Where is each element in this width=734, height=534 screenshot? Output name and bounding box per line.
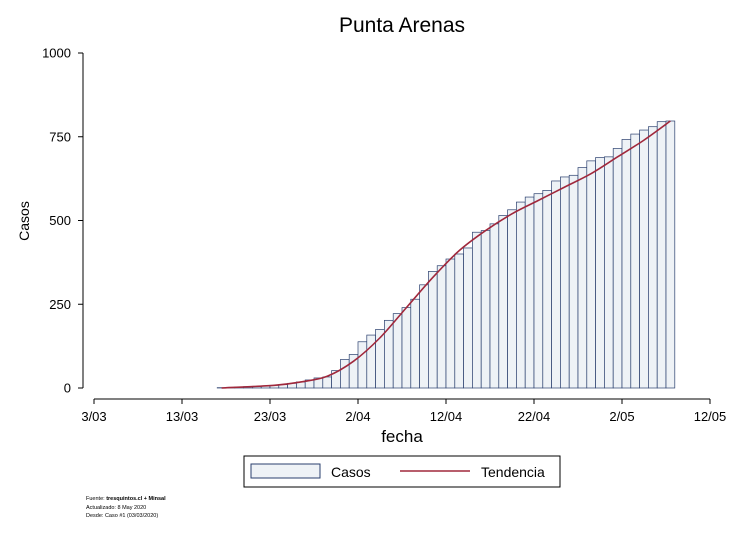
- bar: [498, 215, 508, 389]
- bar: [542, 190, 552, 389]
- bar: [612, 148, 623, 389]
- x-tick-label: 23/03: [254, 409, 287, 424]
- bar: [568, 174, 579, 389]
- footnote-source: Fuente: tresquintos.cl + Minsal: [86, 496, 166, 502]
- bar: [436, 265, 447, 389]
- bar: [639, 129, 649, 389]
- bar: [665, 120, 676, 389]
- bar: [604, 156, 614, 389]
- x-tick-label: 2/05: [609, 409, 634, 424]
- bar: [401, 307, 412, 389]
- bar: [507, 209, 517, 389]
- y-tick-label: 750: [49, 129, 71, 144]
- y-tick-label: 500: [49, 213, 71, 228]
- bar: [463, 247, 473, 389]
- bar: [533, 193, 544, 389]
- trend-layer: [221, 120, 671, 389]
- bar: [410, 298, 420, 389]
- x-tick-label: 3/03: [81, 409, 106, 424]
- legend-line-label: Tendencia: [481, 464, 545, 480]
- x-tick-label: 22/04: [518, 409, 551, 424]
- bar: [595, 157, 605, 389]
- footnote-since: Desde: Caso #1 (03/03/2020): [86, 513, 158, 519]
- y-axis-title: Casos: [16, 201, 32, 241]
- bar: [480, 230, 491, 389]
- bar: [392, 313, 403, 389]
- bar: [621, 139, 632, 389]
- trend-line: [221, 120, 671, 389]
- bar: [489, 223, 500, 389]
- legend: Casos Tendencia: [243, 455, 561, 488]
- legend-bars-label: Casos: [331, 464, 371, 480]
- bar: [656, 121, 667, 389]
- bar: [577, 167, 588, 389]
- footnote-source-prefix: Fuente:: [86, 496, 106, 502]
- y-tick-label: 1000: [42, 46, 71, 61]
- x-tick-label: 2/04: [345, 409, 370, 424]
- bar: [357, 341, 368, 389]
- bar: [586, 160, 596, 389]
- bar: [524, 196, 535, 389]
- bar: [560, 176, 570, 389]
- chart-title: Punta Arenas: [339, 14, 465, 37]
- bar: [419, 284, 429, 389]
- bar: [428, 271, 438, 389]
- bars-layer: [216, 120, 676, 389]
- y-tick-label: 250: [49, 297, 71, 312]
- bar: [445, 258, 456, 389]
- y-tick-label: 0: [64, 381, 71, 396]
- footnote-source-name: tresquintos.cl + Minsal: [106, 496, 166, 502]
- bar: [340, 359, 350, 389]
- footnote: Fuente: tresquintos.cl + Minsal Actualiz…: [86, 496, 166, 519]
- bar: [472, 231, 482, 389]
- axes-layer: 0 250 500 750 1000 3/03 13/03 23/03 2/04 12/04 22/…: [42, 46, 726, 425]
- x-tick-label: 12/04: [430, 409, 463, 424]
- x-tick-label: 13/03: [166, 409, 199, 424]
- x-axis-title: fecha: [381, 427, 423, 446]
- legend-bars-swatch: [250, 463, 321, 479]
- bar: [454, 253, 464, 389]
- bar: [630, 133, 640, 389]
- bar: [322, 376, 332, 389]
- bar: [648, 126, 658, 389]
- bar: [551, 180, 561, 389]
- bar: [516, 201, 526, 389]
- footnote-updated: Actualizado: 8 May 2020: [86, 505, 146, 511]
- x-tick-label: 12/05: [694, 409, 727, 424]
